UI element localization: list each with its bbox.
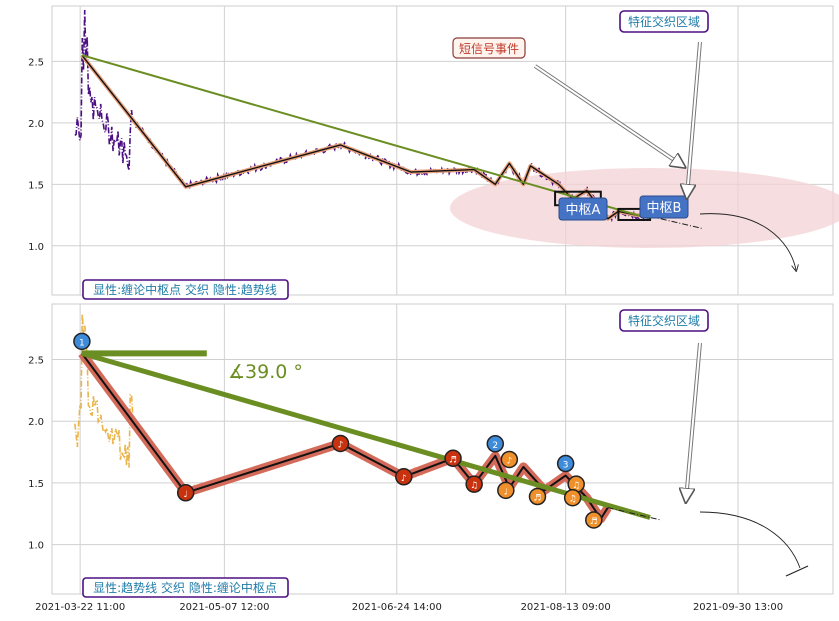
y-tick-label: 1.0 <box>28 242 44 253</box>
zhongshu-a-label: 中枢A <box>558 197 608 221</box>
feature-zone-annotation-bottom: 特征交织区域 <box>619 309 709 332</box>
marker-red <box>176 484 195 502</box>
bottom-chart-panel: 1 2 3 ♩ ♪ ♪ ♬ ♫ ♪ ♩ ♬ ♫ ♫ ♬ 2.5 2.0 1.5 1.0 ∡39.0 ° 特征交织… <box>28 303 834 598</box>
projection-line <box>607 507 661 521</box>
feature-zone-annotation-top: 特征交织区域 <box>619 10 709 33</box>
marker-label: ♩ <box>504 487 508 497</box>
marker-blue <box>556 454 575 473</box>
bottom-curve-bar <box>785 565 809 577</box>
marker-label: ♫ <box>569 495 577 505</box>
y-tick-label: 1.0 <box>28 541 44 552</box>
x-tick-label: 2021-06-24 14:00 <box>352 602 442 613</box>
svg-text:中枢B: 中枢B <box>647 201 682 216</box>
svg-text:中枢A: 中枢A <box>566 203 601 218</box>
x-tick-label: 2021-05-07 12:00 <box>179 602 269 613</box>
trend-line <box>81 350 651 520</box>
marker-label: ♫ <box>572 481 580 491</box>
y-tick-label: 1.5 <box>28 180 44 191</box>
marker-red <box>395 468 413 486</box>
bottom-markers: 1 2 3 ♩ ♪ ♪ ♬ ♫ ♪ ♩ ♬ ♫ ♫ ♬ <box>73 332 603 529</box>
marker-label: ♪ <box>338 440 344 450</box>
top-zigzag-and-trend <box>80 53 703 230</box>
marker-red <box>465 475 483 493</box>
bottom-gridlines <box>52 304 833 594</box>
x-tick-label: 2021-09-30 13:00 <box>693 602 783 613</box>
svg-text:特征交织区域: 特征交织区域 <box>628 14 700 29</box>
marker-orange <box>528 487 547 506</box>
marker-label: ♪ <box>401 474 407 484</box>
marker-label: ♫ <box>470 481 478 491</box>
top-curve-arrow <box>699 213 796 270</box>
marker-red <box>444 449 462 468</box>
marker-label: 1 <box>79 338 85 348</box>
y-tick-label: 1.5 <box>28 479 44 490</box>
top-legend-box: 显性:缠论中枢点 交织 隐性:趋势线 <box>82 279 289 300</box>
short-signal-annotation: 短信号事件 <box>452 37 526 59</box>
marker-label: 3 <box>563 461 569 471</box>
marker-label: ♩ <box>184 490 188 500</box>
x-axis: 2021-03-22 11:00 2021-05-07 12:00 2021-06-… <box>35 602 783 613</box>
y-tick-label: 2.0 <box>28 119 44 130</box>
y-tick-label: 2.5 <box>28 356 44 367</box>
marker-label: ♬ <box>533 494 541 504</box>
marker-orange <box>585 511 603 529</box>
y-tick-label: 2.5 <box>28 57 44 68</box>
marker-label: 2 <box>492 441 498 451</box>
zigzag-line <box>81 352 609 520</box>
svg-text:显性:缠论中枢点 交织 隐性:趋势线: 显性:缠论中枢点 交织 隐性:趋势线 <box>93 282 277 297</box>
y-tick-label: 2.0 <box>28 417 44 428</box>
marker-label: ♬ <box>590 517 598 527</box>
marker-blue <box>73 332 91 351</box>
svg-text:显性:趋势线 交织 隐性:缠论中枢点: 显性:趋势线 交织 隐性:缠论中枢点 <box>93 580 277 595</box>
marker-label: ♪ <box>506 456 512 466</box>
zhongshu-b-label: 中枢B <box>639 195 689 219</box>
marker-orange <box>497 481 515 500</box>
svg-text:短信号事件: 短信号事件 <box>459 42 519 56</box>
x-tick-label: 2021-03-22 11:00 <box>35 602 125 613</box>
marker-blue <box>486 435 505 453</box>
zigzag-line <box>81 54 651 220</box>
bottom-legend-box: 显性:趋势线 交织 隐性:缠论中枢点 <box>82 577 289 598</box>
marker-orange <box>563 488 582 507</box>
bottom-y-axis: 2.5 2.0 1.5 1.0 <box>28 356 44 552</box>
x-tick-label: 2021-08-13 09:00 <box>521 602 611 613</box>
marker-red <box>331 434 350 453</box>
marker-orange <box>500 450 519 469</box>
marker-label: ♬ <box>449 455 457 465</box>
bottom-zigzag-and-trend <box>78 350 661 524</box>
top-y-axis: 2.5 2.0 1.5 1.0 <box>28 57 44 252</box>
bottom-curve-arrow <box>699 511 801 569</box>
top-chart-panel: 2.5 2.0 1.5 1.0 中枢A 中枢B 短信号事件 特征交织区域 显性:缠论中… <box>28 5 839 300</box>
angle-label: ∡39.0 ° <box>228 361 303 383</box>
projection-line <box>649 215 703 230</box>
svg-text:特征交织区域: 特征交织区域 <box>628 313 700 328</box>
